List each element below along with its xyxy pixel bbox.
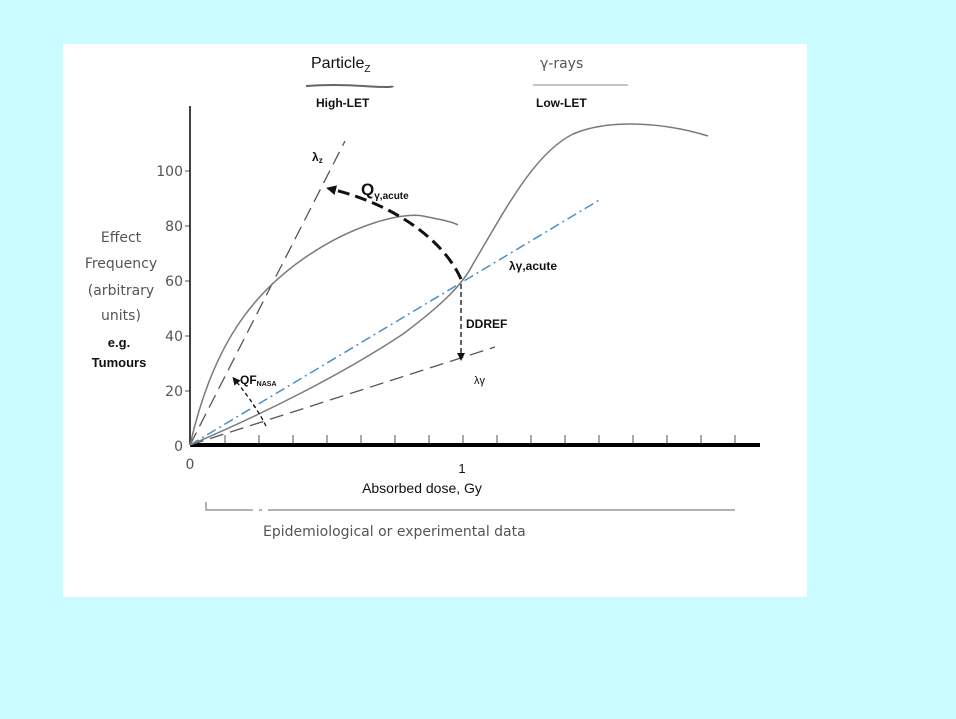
svg-text:100: 100 (156, 164, 183, 180)
q-gamma-acute-label: Qγ,acute (361, 180, 409, 202)
ddref-label: DDREF (466, 317, 507, 331)
x-axis-minor-ticks (224, 435, 736, 443)
lambda-z-label: λz (312, 150, 323, 165)
lambda-z-line (189, 140, 346, 446)
gamma-rays-label: γ-rays (540, 56, 583, 72)
figure-panel: ParticleZ High-LET γ-rays Low-LET Effect… (63, 44, 807, 597)
data-range-label: Epidemiological or experimental data (263, 524, 526, 540)
svg-text:Effect: Effect (101, 230, 142, 246)
lambda-gamma-acute-line (189, 198, 602, 446)
qf-nasa-arrow (232, 376, 267, 427)
x-tick-1: 1 (458, 461, 465, 476)
svg-text:80: 80 (165, 219, 183, 235)
svg-text:e.g.: e.g. (108, 335, 130, 350)
high-let-label: High-LET (316, 96, 370, 110)
low-let-label: Low-LET (536, 96, 587, 110)
dose-response-diagram: ParticleZ High-LET γ-rays Low-LET Effect… (85, 55, 760, 540)
x-axis-label: Absorbed dose, Gy (362, 480, 482, 496)
lambda-gamma-label: λγ (474, 375, 486, 387)
svg-text:0: 0 (174, 439, 183, 455)
qf-nasa-label: QFNASA (240, 373, 277, 388)
y-axis-ticks: 0 20 40 60 80 100 (156, 164, 190, 455)
lambda-gamma-acute-label: λγ,acute (509, 259, 557, 273)
y-axis-label: Effect Frequency (arbitrary units) (85, 230, 157, 324)
particle-track-line (305, 84, 394, 88)
svg-text:40: 40 (165, 329, 183, 345)
svg-text:20: 20 (165, 384, 183, 400)
svg-text:60: 60 (165, 274, 183, 290)
data-range-bracket (205, 502, 735, 511)
svg-text:Frequency: Frequency (85, 256, 157, 272)
high-let-curve (189, 214, 459, 446)
svg-text:Tumours: Tumours (92, 355, 147, 370)
low-let-curve (189, 123, 709, 446)
particle-label: ParticleZ (311, 55, 370, 75)
q-gamma-acute-arrow (326, 185, 463, 280)
y-axis-example: e.g. Tumours (92, 335, 147, 370)
svg-text:units): units) (101, 308, 141, 324)
x-tick-0: 0 (186, 457, 195, 473)
svg-text:(arbitrary: (arbitrary (88, 283, 154, 299)
lambda-gamma-line (189, 346, 496, 446)
